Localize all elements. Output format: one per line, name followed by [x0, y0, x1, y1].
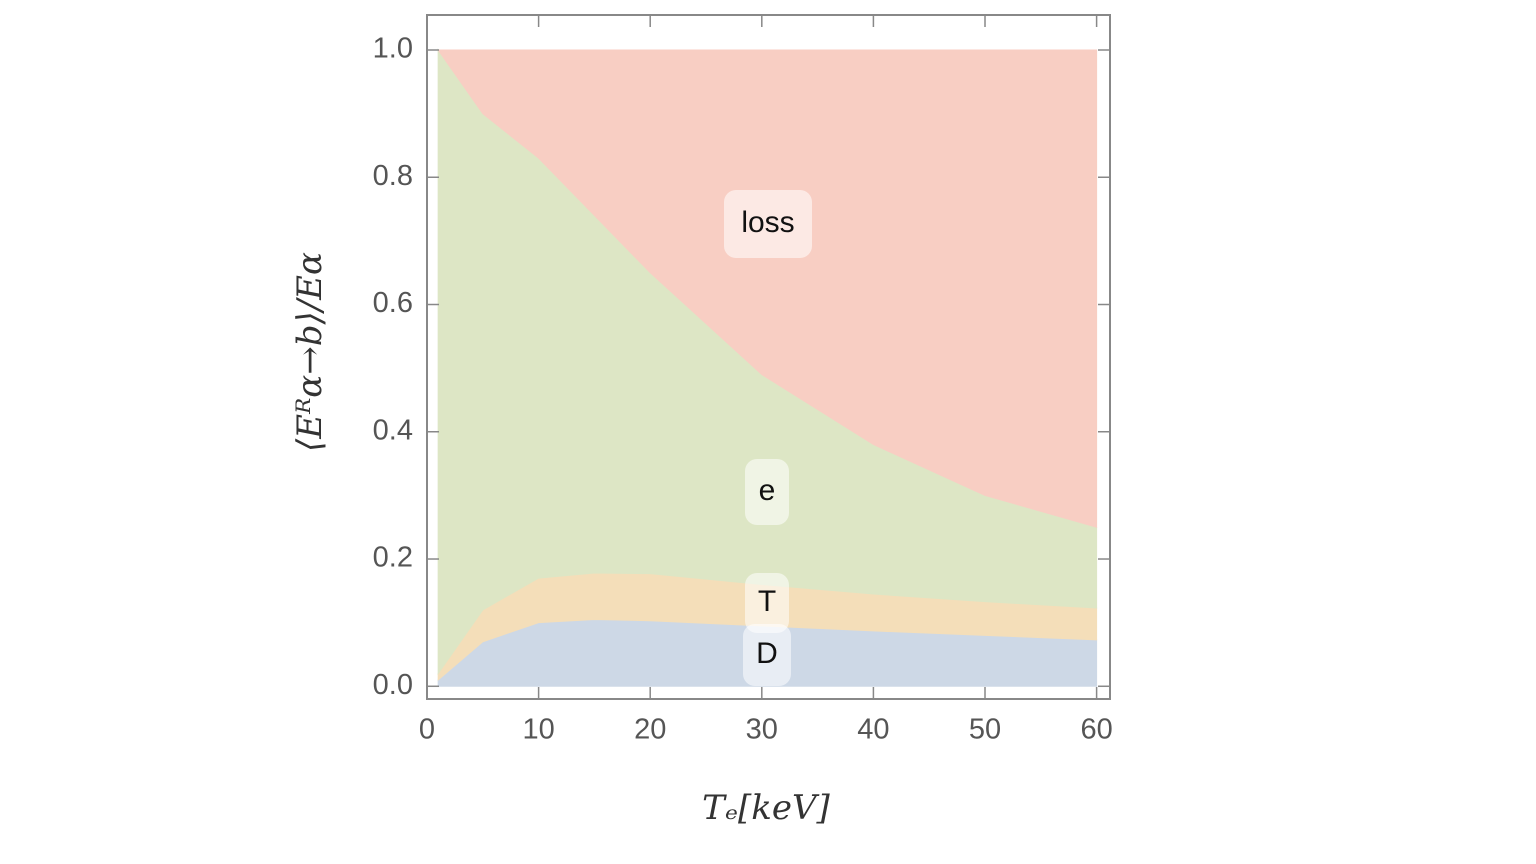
- series-label: D: [756, 637, 778, 670]
- x-tick-label: 0: [419, 714, 435, 746]
- x-tick-label: 30: [746, 714, 778, 746]
- x-tick-label: 50: [969, 714, 1001, 746]
- series-label: loss: [741, 206, 794, 239]
- x-tick-label: 60: [1080, 714, 1112, 746]
- label-box: [745, 459, 789, 525]
- x-tick-label: 20: [634, 714, 666, 746]
- y-tick-label: 1.0: [373, 33, 413, 65]
- area-3: [437, 49, 1098, 528]
- y-tick-label: 0.6: [373, 287, 413, 319]
- series-label: e: [759, 474, 776, 507]
- y-tick-label: 0.4: [373, 414, 413, 446]
- frame: [426, 14, 1111, 700]
- y-tick-label: 0.8: [373, 160, 413, 192]
- x-tick-label: 10: [522, 714, 554, 746]
- label-box: [743, 624, 791, 686]
- label-box: [724, 190, 812, 258]
- series-label: T: [758, 585, 776, 618]
- y-axis-title: ⟨Eᴿα→b⟩/Eα: [290, 252, 330, 452]
- y-tick-label: 0.2: [373, 542, 413, 574]
- x-axis-title: Tₑ[keV]: [702, 788, 830, 828]
- areas: [437, 48, 1098, 687]
- x-tick-label: 40: [857, 714, 889, 746]
- label-box: [745, 573, 789, 633]
- y-tick-label: 0.0: [373, 669, 413, 701]
